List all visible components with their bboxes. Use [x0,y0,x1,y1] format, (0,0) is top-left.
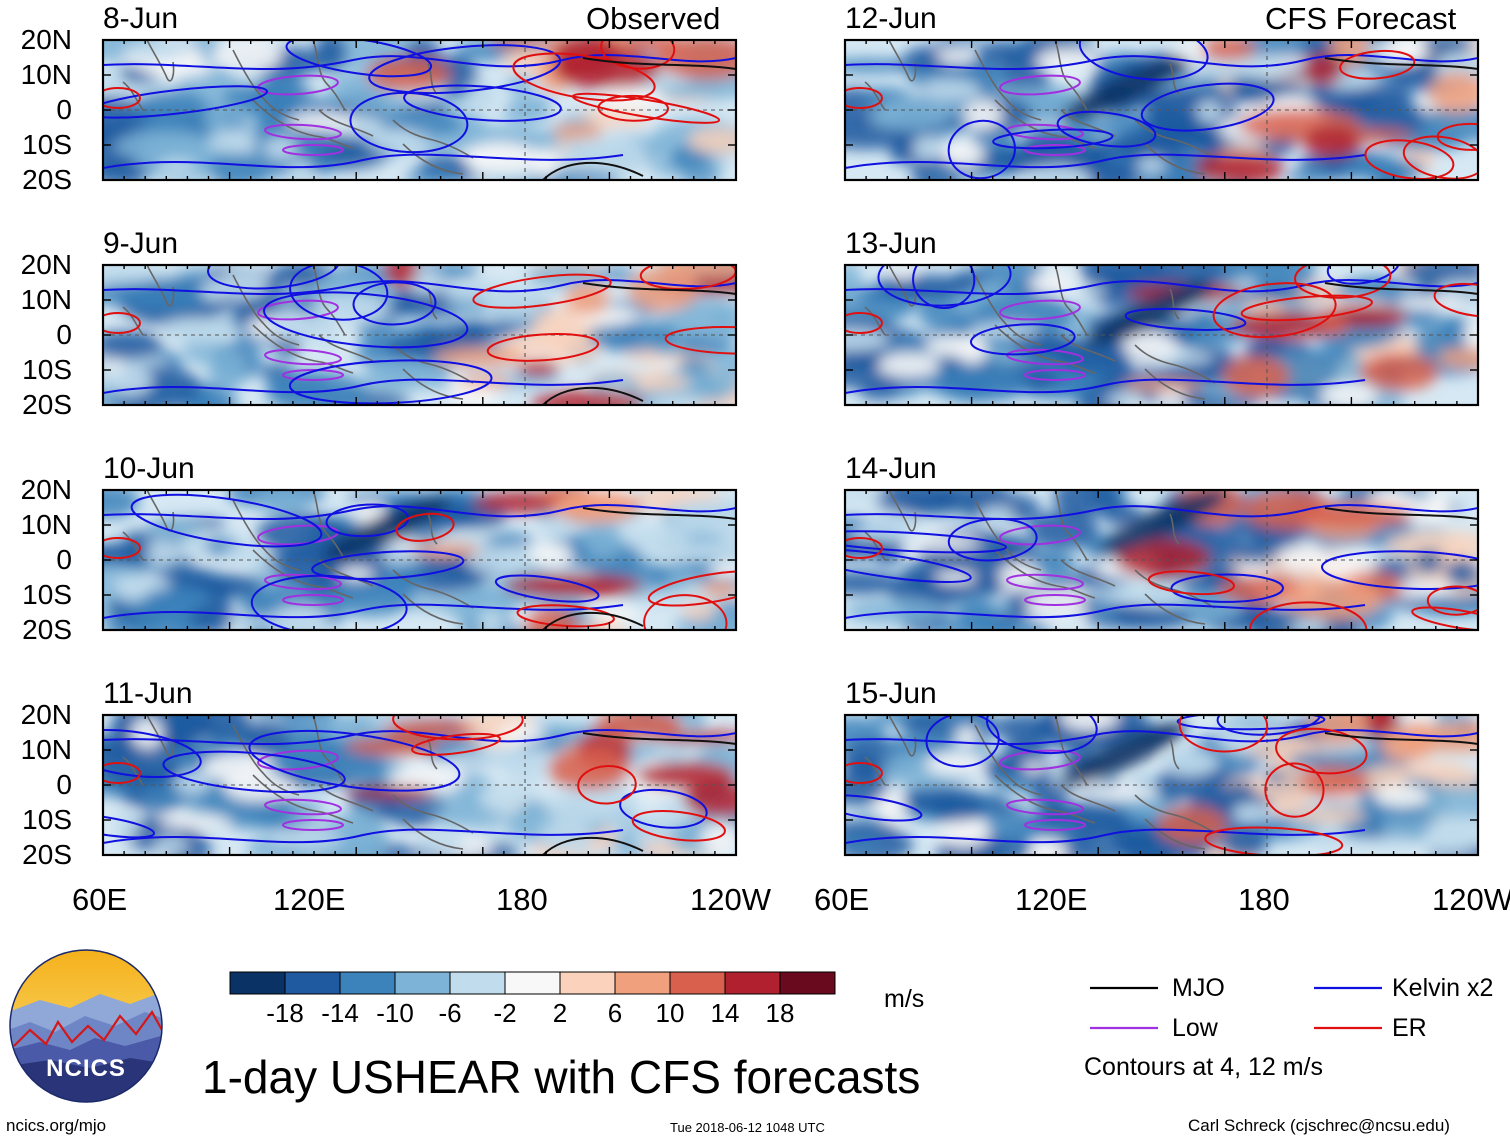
figure-title: 1-day USHEAR with CFS forecasts [202,1051,921,1103]
logo-text: NCICS [46,1055,126,1082]
lat-label: 0 [56,94,72,125]
panel-date-label: 8-Jun [103,2,179,35]
lon-label-120e: 120E [273,882,346,917]
colorbar-units: m/s [884,985,925,1013]
lat-label: 20S [22,164,72,195]
colorbar-swatch [559,971,616,995]
map-panel [843,263,1480,407]
ncics-logo: NCICS [9,949,163,1103]
lon-label-60e: 60E [72,882,128,917]
colorbar-tick-label: -18 [266,998,304,1028]
colorbar-tick-label: -10 [376,998,414,1028]
lat-label: 20N [20,474,72,505]
legend-lines [1090,986,1382,1030]
colorbar-tick-label: 6 [607,998,623,1028]
lat-label: 20N [20,24,72,55]
lat-label: 0 [56,319,72,350]
timestamp: Tue 2018-06-12 1048 UTC [670,1120,825,1135]
lon-label-180: 180 [1238,882,1290,917]
colorbar-swatch [394,971,451,995]
author-credit: Carl Schreck (cjschrec@ncsu.edu) [1188,1116,1450,1135]
legend-note: Contours at 4, 12 m/s [1084,1053,1324,1081]
lat-label: 10S [22,579,72,610]
lon-label-60e: 60E [814,882,870,917]
lat-label: 0 [56,769,72,800]
colorbar-swatch [504,971,561,995]
lat-label: 10S [22,354,72,385]
lat-label: 10N [20,284,72,315]
colorbar-tick-label: 14 [710,998,740,1028]
map-panel [843,38,1480,182]
lon-label-120e: 120E [1015,882,1088,917]
map-panel [843,488,1480,632]
colorbar-tick-label: -2 [493,998,517,1028]
lat-label: 0 [56,544,72,575]
lat-label: 10N [20,59,72,90]
lat-label: 10S [22,804,72,835]
legend-label-mjo: MJO [1172,974,1225,1002]
colorbar-tick-label: 10 [655,998,685,1028]
colorbar-tick-label: 18 [765,998,795,1028]
colorbar-swatch [229,971,286,995]
colorbar-tick-label: -14 [321,998,359,1028]
panel-date-label: 14-Jun [845,452,937,485]
legend-label-er: ER [1392,1014,1427,1042]
lon-label-120w: 120W [1432,882,1510,917]
panel-date-label: 12-Jun [845,2,937,35]
lat-label: 20N [20,699,72,730]
colorbar-tick-label: 2 [552,998,568,1028]
colorbar-swatch [779,971,836,995]
panel-date-label: 9-Jun [103,227,179,260]
colorbar-tick-label: -6 [438,998,462,1028]
panel-date-label: 10-Jun [103,452,195,485]
lon-label-180: 180 [496,882,548,917]
lat-label: 10N [20,509,72,540]
observed-label: Observed [586,1,721,36]
lat-label: 20S [22,614,72,645]
panel-date-label: 15-Jun [845,677,937,710]
colorbar-swatch [614,971,671,995]
website-link[interactable]: ncics.org/mjo [6,1116,107,1135]
map-panel [843,713,1480,857]
legend-label-kelvin: Kelvin x2 [1392,974,1494,1002]
panel-date-label: 13-Jun [845,227,937,260]
lat-label: 10N [20,734,72,765]
map-panel [101,713,738,857]
map-panel [101,263,738,407]
colorbar-swatch [449,971,506,995]
lat-label: 20N [20,249,72,280]
colorbar-swatch [339,971,396,995]
map-panel [101,488,738,632]
panel-date-label: 11-Jun [103,677,193,710]
lat-label: 20S [22,389,72,420]
map-panel [101,38,738,182]
lat-label: 20S [22,839,72,870]
forecast-label: CFS Forecast [1265,1,1457,36]
colorbar-swatch [724,971,781,995]
lon-label-120w: 120W [690,882,771,917]
colorbar [229,971,836,995]
lat-label: 10S [22,129,72,160]
colorbar-swatch [284,971,341,995]
colorbar-swatch [669,971,726,995]
legend-label-low: Low [1172,1014,1218,1042]
